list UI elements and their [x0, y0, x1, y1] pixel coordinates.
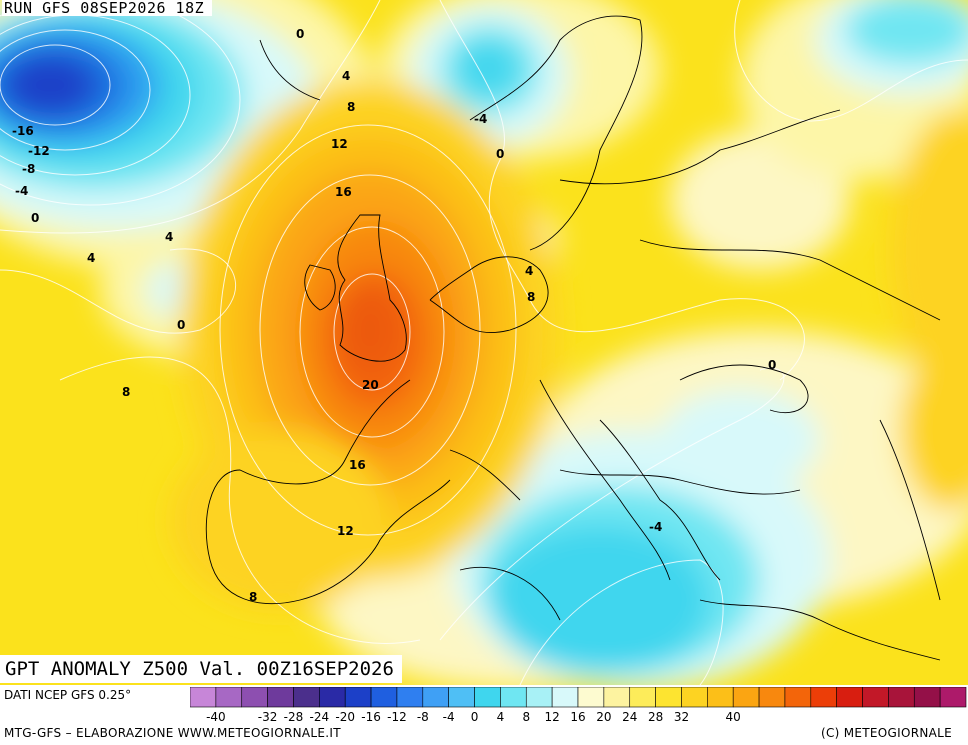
contour-label: 8: [527, 290, 535, 304]
legend-swatch: [422, 687, 449, 708]
contour-label: 4: [87, 251, 95, 265]
run-label: RUN GFS 08SEP2026 18Z: [2, 0, 213, 16]
legend-swatch: [267, 687, 294, 708]
legend-swatch: [525, 687, 553, 708]
legend-swatch: [913, 687, 941, 708]
legend-tick-label: 8: [522, 710, 530, 723]
legend-tick-label: -40: [206, 710, 226, 723]
legend-swatch: [241, 687, 268, 708]
legend-swatch: [784, 687, 812, 708]
legend-swatch: [370, 687, 398, 708]
contour-label: 0: [496, 147, 504, 161]
legend-tick-label: -28: [284, 710, 304, 723]
contour-labels: 0 4 8 12 16 -16 -12 -8 -4 0 4 4 0 8 -4 0…: [12, 27, 776, 604]
legend-swatch: [215, 687, 243, 708]
legend-swatch: [603, 687, 631, 708]
contour-label: 8: [347, 100, 355, 114]
legend-tick-label: -8: [417, 710, 429, 723]
legend-tick-label: -20: [335, 710, 355, 723]
legend-swatch: [888, 687, 915, 708]
anomaly-map: 0 4 8 12 16 -16 -12 -8 -4 0 4 4 0 8 -4 0…: [0, 0, 968, 685]
contour-label: 8: [122, 385, 130, 399]
legend-tick-label: 0: [471, 710, 479, 723]
legend-tick-label: 40: [726, 710, 741, 723]
credit-label: MTG-GFS – ELABORAZIONE WWW.METEOGIORNALE…: [4, 726, 341, 740]
legend-tick-label: -32: [258, 710, 278, 723]
legend-swatch: [396, 687, 424, 708]
color-legend: DATI NCEP GFS 0.25° -40 -32 -28 -24 -20 -16 -1…: [0, 685, 968, 745]
legend-tick-label: 28: [648, 710, 663, 723]
legend-tick-label: -24: [310, 710, 330, 723]
legend-swatch: [344, 687, 372, 708]
anomaly-field: [0, 0, 968, 685]
coastlines: [205, 15, 941, 661]
legend-swatch: [939, 687, 967, 708]
legend-swatch: [293, 687, 320, 708]
legend-tick-label: -12: [387, 710, 407, 723]
data-source-label: DATI NCEP GFS 0.25°: [4, 688, 132, 702]
legend-swatch: [681, 687, 708, 708]
contour-label: 12: [337, 524, 354, 538]
legend-swatch: [732, 687, 760, 708]
contour-label: 12: [331, 137, 348, 151]
legend-swatch: [474, 687, 501, 708]
copyright-label: (C) METEOGIORNALE: [820, 726, 952, 740]
contour-label: 4: [525, 264, 533, 278]
legend-tick-label: 20: [596, 710, 611, 723]
map-title: GPT ANOMALY Z500 Val. 00Z16SEP2026: [0, 655, 402, 683]
contour-label: 0: [768, 358, 776, 372]
contour-label: 0: [31, 211, 39, 225]
color-scale: -40 -32 -28 -24 -20 -16 -12 -8 -4 0 4 8 12 16 20 24 28 32…: [190, 687, 967, 723]
contour-label: 16: [349, 458, 366, 472]
legend-swatch: [551, 687, 579, 708]
legend-swatch: [319, 687, 346, 708]
legend-tick-label: -16: [361, 710, 381, 723]
legend-swatch: [655, 687, 682, 708]
legend-swatch: [707, 687, 734, 708]
legend-swatch: [500, 687, 527, 708]
legend-swatch: [629, 687, 656, 708]
legend-swatch: [758, 687, 786, 708]
contour-label: -4: [474, 112, 487, 126]
legend-tick-label: 32: [674, 710, 689, 723]
legend-tick-label: 16: [570, 710, 585, 723]
legend-swatch: [190, 687, 217, 708]
legend-tick-label: 12: [544, 710, 559, 723]
legend-swatch: [810, 687, 837, 708]
contour-label: 0: [177, 318, 185, 332]
legend-swatch: [862, 687, 889, 708]
contour-label: 4: [165, 230, 173, 244]
legend-tick-label: 24: [622, 710, 637, 723]
contour-label: 20: [362, 378, 379, 392]
contour-label: 16: [335, 185, 352, 199]
contour-label: 0: [296, 27, 304, 41]
contour-label: -12: [28, 144, 50, 158]
contour-label: -4: [15, 184, 28, 198]
contour-label: -16: [12, 124, 34, 138]
legend-tick-label: 4: [497, 710, 505, 723]
legend-swatch: [577, 687, 605, 708]
contour-label: -8: [22, 162, 35, 176]
legend-swatch: [448, 687, 475, 708]
legend-swatch: [836, 687, 863, 708]
contour-label: 8: [249, 590, 257, 604]
contour-label: -4: [649, 520, 662, 534]
legend-tick-label: -4: [443, 710, 455, 723]
contour-label: 4: [342, 69, 350, 83]
